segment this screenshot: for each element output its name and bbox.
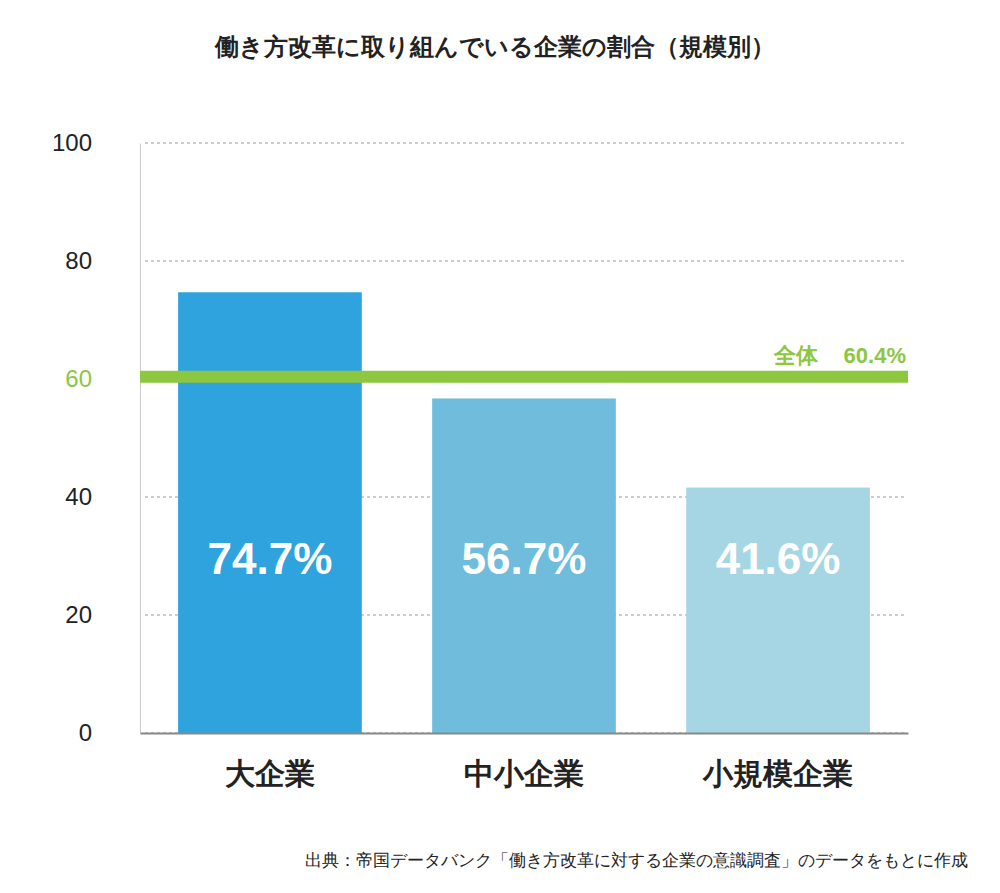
- y-axis-line: [140, 144, 141, 734]
- source: 出典：帝国データバンク「働き方改革に対する企業の意識調査」のデータをもとに作成: [305, 851, 968, 870]
- y-tick-label: 80: [65, 247, 92, 274]
- x-tick-label: 大企業: [225, 757, 315, 790]
- y-axis: 0 20 40 60 80 100: [52, 129, 141, 746]
- reference-label: 60.4% 全体: [773, 343, 906, 368]
- bar: [432, 398, 616, 733]
- reference-value: 60.4%: [844, 343, 906, 368]
- x-axis-line: [141, 733, 909, 735]
- x-tick: 大企業: [225, 733, 315, 790]
- title: 働き方改革に取り組んでいる企業の割合（規模別）: [214, 33, 775, 60]
- bar: [178, 292, 362, 733]
- plot-area: [140, 292, 908, 733]
- y-tick-label: 40: [65, 483, 92, 510]
- reference-line: [140, 371, 908, 383]
- y-tick-label: 0: [79, 719, 92, 746]
- x-tick-label: 中小企業: [464, 757, 584, 790]
- y-tick-label: 20: [65, 601, 92, 628]
- x-tick: 小規模企業: [702, 733, 853, 790]
- data-label: 41.6%: [716, 534, 841, 583]
- reference-name: 全体: [773, 343, 819, 368]
- data-label: 56.7%: [462, 534, 587, 583]
- x-tick: 中小企業: [464, 733, 584, 790]
- x-tick-label: 小規模企業: [702, 757, 853, 790]
- y-tick-label: 60: [65, 365, 92, 392]
- grid: [145, 143, 905, 733]
- y-tick: 60: [65, 365, 140, 392]
- data-label: 74.7%: [208, 534, 333, 583]
- y-tick: 20: [65, 601, 140, 628]
- y-tick: 40: [65, 483, 140, 510]
- y-tick: 80: [65, 247, 140, 274]
- grid-line: [145, 143, 905, 144]
- chart: 働き方改革に取り組んでいる企業の割合（規模別） 0 20 40 60 80 100 大企業 中小…: [0, 0, 1000, 893]
- y-tick: 0: [79, 719, 140, 746]
- grid-line: [145, 261, 905, 262]
- y-tick-label: 100: [52, 129, 92, 156]
- y-tick: 100: [52, 129, 140, 156]
- x-axis: 大企業 中小企業 小規模企業: [141, 733, 909, 790]
- data-labels: 74.7% 56.7% 41.6%: [208, 534, 841, 583]
- bar: [686, 488, 870, 733]
